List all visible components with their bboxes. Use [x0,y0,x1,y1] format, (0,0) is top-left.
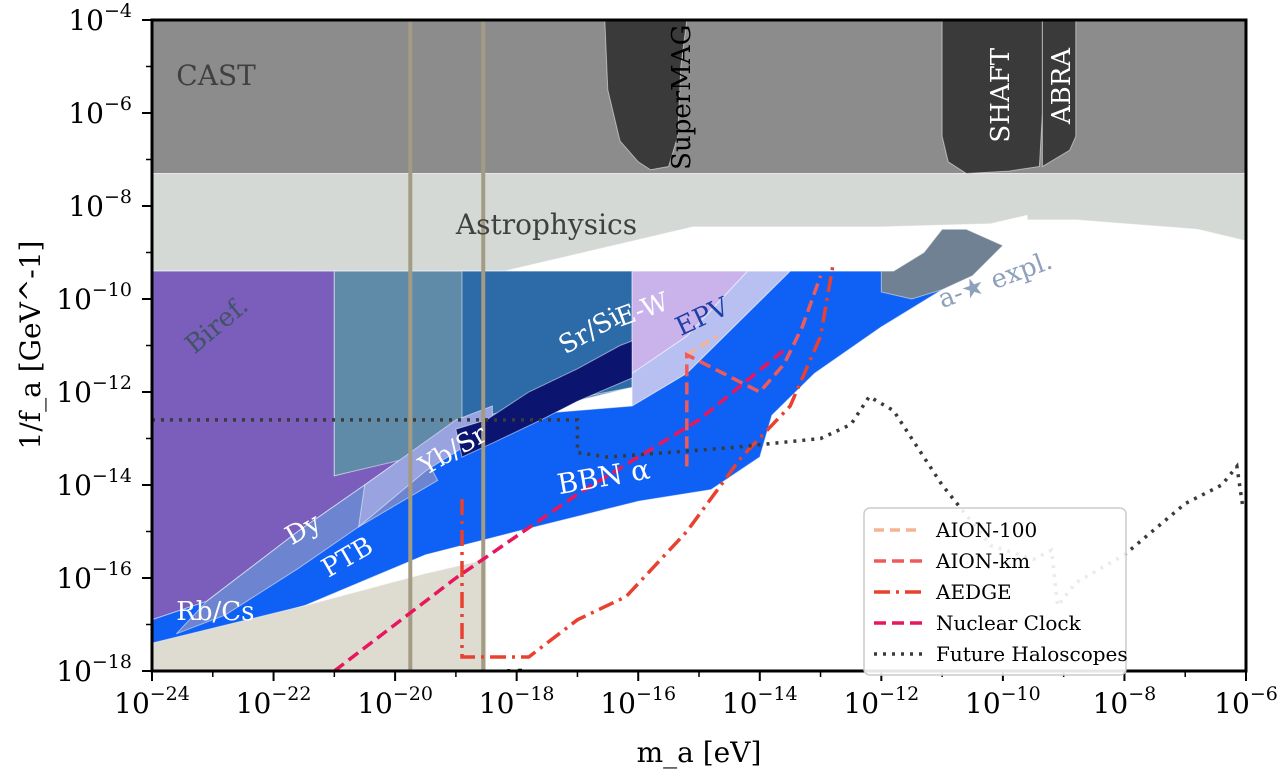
region-cast [152,20,1246,174]
legend-label: Future Haloscopes [936,642,1128,666]
region-sr-si-data [455,340,633,458]
label-ufd-dk22: UFD, DK22 [500,666,528,780]
y-tick-label: 10−6 [68,93,132,130]
legend-item-aedge: AEDGE [874,580,1012,604]
y-tick-label: 10−4 [68,0,132,37]
legend-item-aion-100: AION-100 [874,518,1037,542]
x-tick-label: 10−6 [1214,683,1278,720]
x-tick-label: 10−18 [479,683,555,720]
legend-item-future-haloscopes: Future Haloscopes [874,642,1128,666]
y-axis-label: 1/f_a [GeV^-1] [14,241,47,450]
label-astrophysics: Astrophysics [455,208,637,241]
region-astrophysics [152,173,1246,272]
x-tick-label: 10−14 [722,683,798,720]
region-ly-region [152,558,487,671]
reference-lines [408,20,486,671]
legend-label: AEDGE [935,580,1012,604]
y-tick-label: 10−10 [56,279,132,316]
y-tick-label: 10−8 [68,186,132,223]
y-tick-label: 10−12 [56,372,132,409]
legend-box [863,507,1127,676]
y-tick-label: 10−16 [56,558,132,595]
legend-label: Nuclear Clock [936,611,1082,635]
label-supermag: SuperMAG [667,25,697,170]
legend-item-nuclear-clock: Nuclear Clock [874,611,1082,635]
axis-ticks: 10−24 10−22 10−20 10−18 10−16 10−14 10−12 10−10… [56,0,1278,720]
x-tick-label: 10−10 [965,683,1041,720]
y-tick-label: 10−18 [56,651,132,688]
region-abra [1041,20,1077,168]
x-tick-label: 10−22 [236,683,312,720]
region-a-expl [880,228,1004,300]
legend-item-aion-km: AION-km [874,549,1030,573]
x-tick-label: 10−20 [357,683,433,720]
line-aion-km [685,275,823,467]
label-rb-cs: Rb/Cs [176,597,254,627]
legend: AION-100 AION-km AEDGE Nuclear Clock Future … [863,507,1128,676]
line-aion-100 [685,334,719,357]
label-abra: ABRA [1047,47,1077,125]
label-shaft: SHAFT [986,47,1016,142]
x-axis-label: m_a [eV] [637,736,762,769]
y-tick-label: 10−14 [56,465,132,502]
x-tick-label: 10−24 [114,683,190,720]
x-tick-label: 10−12 [843,683,919,720]
legend-label: AION-km [935,549,1030,573]
x-tick-label: 10−16 [600,683,676,720]
label-ly-rp21: Ly-α, RP21 [433,666,461,780]
region-supermag [604,20,688,171]
line-nuclear-clock [333,348,786,671]
legend-label: AION-100 [935,518,1037,542]
regions [152,20,1246,671]
x-tick-label: 10−8 [1093,683,1157,720]
label-cast: CAST [176,59,256,92]
projection-lines [152,266,1245,671]
